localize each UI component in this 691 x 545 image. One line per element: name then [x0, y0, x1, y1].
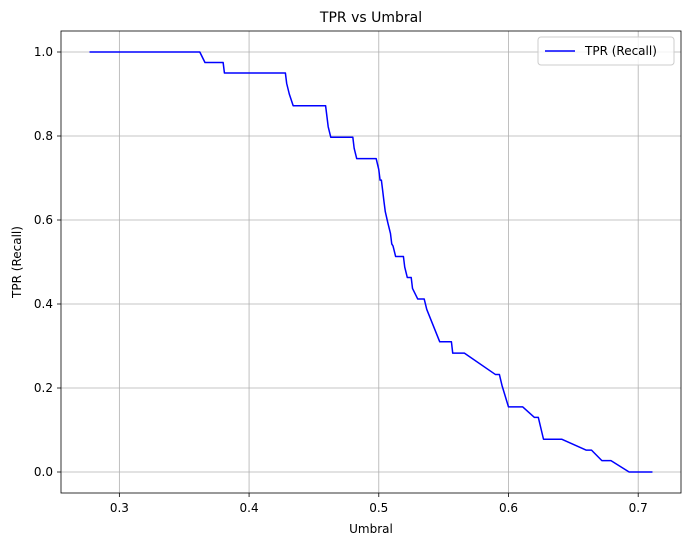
x-tick-label: 0.3	[110, 501, 129, 515]
y-tick-label: 0.2	[34, 381, 53, 395]
x-tick-label: 0.4	[240, 501, 259, 515]
x-tick-label: 0.5	[369, 501, 388, 515]
y-tick-label: 0.8	[34, 129, 53, 143]
ticks: 0.3 0.4 0.5 0.6 0.7 0.0 0.2 0.4 0.6 0.8 1.0	[34, 45, 648, 515]
series-line	[89, 51, 653, 473]
series-layer	[89, 51, 653, 473]
y-axis-label: TPR (Recall)	[10, 226, 24, 299]
y-tick-label: 1.0	[34, 45, 53, 59]
legend: TPR (Recall)	[537, 36, 675, 66]
x-tick-label: 0.7	[629, 501, 648, 515]
legend-label: TPR (Recall)	[584, 44, 657, 58]
plot-area	[61, 31, 681, 493]
x-tick-label: 0.6	[499, 501, 518, 515]
y-tick-label: 0.6	[34, 213, 53, 227]
chart-title: TPR vs Umbral	[319, 10, 422, 26]
y-tick-label: 0.4	[34, 297, 53, 311]
plot-frame	[60, 30, 682, 494]
y-tick-label: 0.0	[34, 465, 53, 479]
legend-box	[537, 36, 675, 66]
x-axis-label: Umbral	[349, 522, 393, 536]
